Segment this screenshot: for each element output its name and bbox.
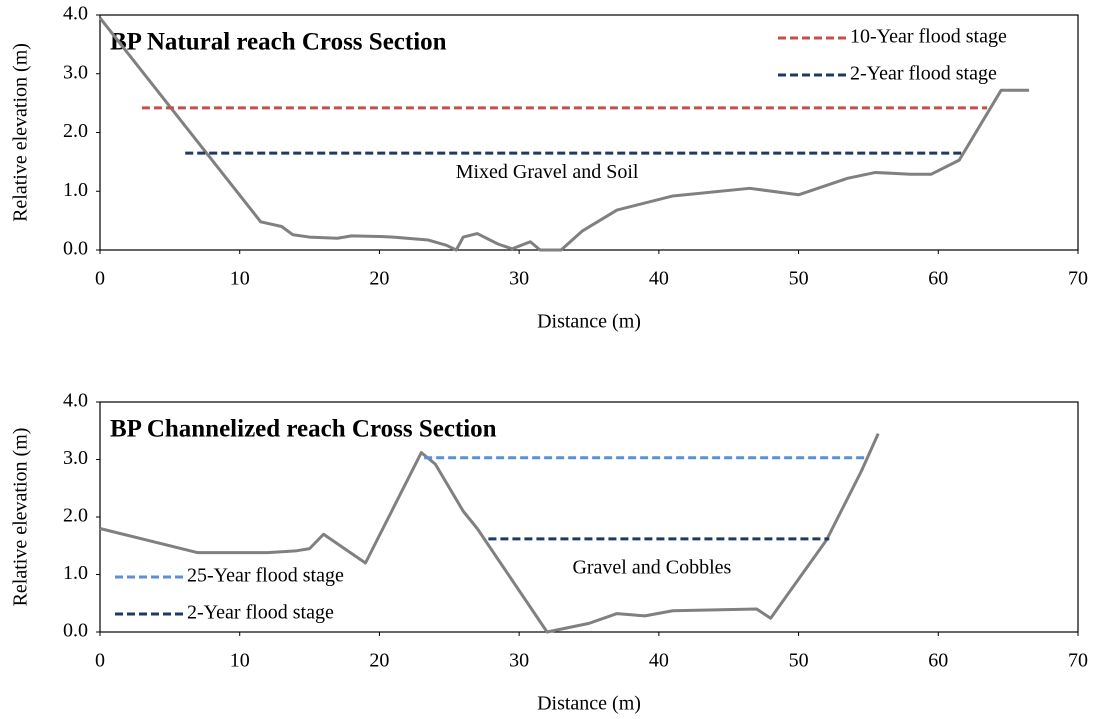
legend-label: 10-Year flood stage bbox=[850, 26, 1007, 48]
chart-title: BP Channelized reach Cross Section bbox=[110, 416, 497, 443]
y-tick-label: 0.0 bbox=[63, 238, 88, 260]
legend-label: 2-Year flood stage bbox=[187, 602, 334, 624]
x-tick-label: 10 bbox=[230, 650, 250, 672]
x-tick-label: 40 bbox=[649, 650, 669, 672]
x-tick-label: 20 bbox=[369, 650, 389, 672]
y-tick-label: 1.0 bbox=[63, 562, 88, 584]
y-tick-label: 4.0 bbox=[63, 390, 88, 412]
x-axis-label: Distance (m) bbox=[537, 693, 641, 715]
x-tick-label: 60 bbox=[928, 650, 948, 672]
x-tick-label: 30 bbox=[509, 268, 529, 290]
ground-profile bbox=[98, 17, 1030, 252]
legend-label: 2-Year flood stage bbox=[850, 63, 997, 85]
x-tick-label: 70 bbox=[1068, 650, 1088, 672]
annotation: Mixed Gravel and Soil bbox=[456, 161, 639, 183]
chart-title: BP Natural reach Cross Section bbox=[110, 29, 447, 56]
y-tick-label: 4.0 bbox=[63, 3, 88, 25]
x-tick-label: 50 bbox=[789, 650, 809, 672]
y-tick-label: 2.0 bbox=[63, 120, 88, 142]
x-tick-label: 20 bbox=[369, 268, 389, 290]
legend-label: 25-Year flood stage bbox=[187, 565, 344, 587]
x-tick-label: 40 bbox=[649, 268, 669, 290]
y-tick-label: 3.0 bbox=[63, 61, 88, 83]
ground-profile bbox=[99, 433, 880, 634]
y-tick-label: 2.0 bbox=[63, 505, 88, 527]
x-axis-label: Distance (m) bbox=[537, 311, 641, 333]
x-tick-label: 0 bbox=[95, 268, 105, 290]
y-tick-label: 3.0 bbox=[63, 447, 88, 469]
x-tick-label: 30 bbox=[509, 650, 529, 672]
y-axis-label: Relative elevation (m) bbox=[10, 428, 32, 607]
x-tick-label: 60 bbox=[928, 268, 948, 290]
x-tick-label: 0 bbox=[95, 650, 105, 672]
y-tick-label: 0.0 bbox=[63, 620, 88, 642]
x-tick-label: 10 bbox=[230, 268, 250, 290]
x-tick-label: 50 bbox=[789, 268, 809, 290]
x-tick-label: 70 bbox=[1068, 268, 1088, 290]
y-axis-label: Relative elevation (m) bbox=[10, 43, 32, 222]
annotation: Gravel and Cobbles bbox=[572, 556, 731, 578]
y-tick-label: 1.0 bbox=[63, 179, 88, 201]
